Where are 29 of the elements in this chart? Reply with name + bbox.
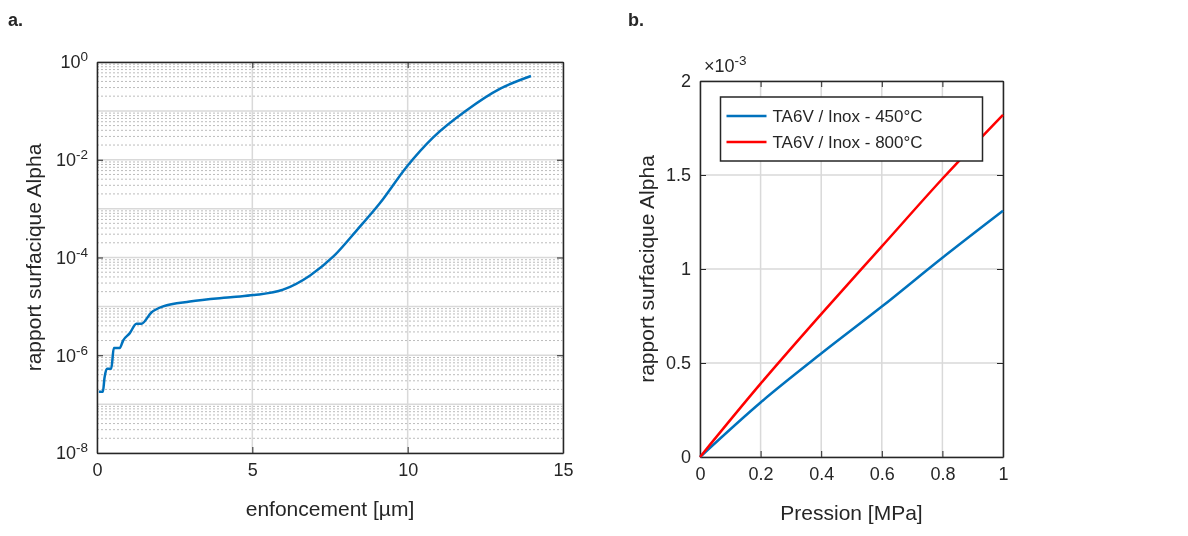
x-tick-label: 0.8 <box>930 463 956 484</box>
x-axis-title: Pression [MPa] <box>780 501 923 524</box>
x-axis-title: enfoncement [µm] <box>245 497 415 520</box>
legend-label: TA6V / Inox - 800°C <box>772 133 923 152</box>
x-tick-label: 0 <box>92 459 103 480</box>
y-tick-label: 10$^{-4}$ <box>55 244 89 268</box>
x-tick-label: 0.4 <box>809 463 835 484</box>
x-tick-label: 10 <box>398 459 419 480</box>
y-tick-label: 0.5 <box>665 353 691 374</box>
x-tick-label: 5 <box>247 459 258 480</box>
y-tick-label: 10$^{0}$ <box>60 48 88 73</box>
chart-title: b. <box>628 10 644 30</box>
text: ×10$^{-3}$ <box>704 52 747 76</box>
y-axis-title: rapport surfacique Alpha <box>22 143 45 372</box>
x-tick-label: 0.2 <box>748 463 774 484</box>
line-series <box>97 74 533 393</box>
x-tick-label: 15 <box>553 459 574 480</box>
y-axis-title: rapport surfacique Alpha <box>635 154 658 383</box>
y-tick-label: 10$^{-2}$ <box>55 146 88 171</box>
y-tick-label: 2 <box>680 71 691 92</box>
x-tick-label: 1 <box>998 463 1009 484</box>
chart-title: a. <box>8 10 24 30</box>
y-tick-label: 10$^{-6}$ <box>55 342 88 366</box>
x-tick-label: 0.6 <box>869 463 895 484</box>
y-tick-label: 10$^{-8}$ <box>55 439 88 464</box>
x-tick-label: 0 <box>695 463 706 484</box>
y-tick-label: 1.5 <box>665 165 691 186</box>
y-tick-label: 1 <box>680 259 691 280</box>
legend-label: TA6V / Inox - 450°C <box>772 107 923 126</box>
